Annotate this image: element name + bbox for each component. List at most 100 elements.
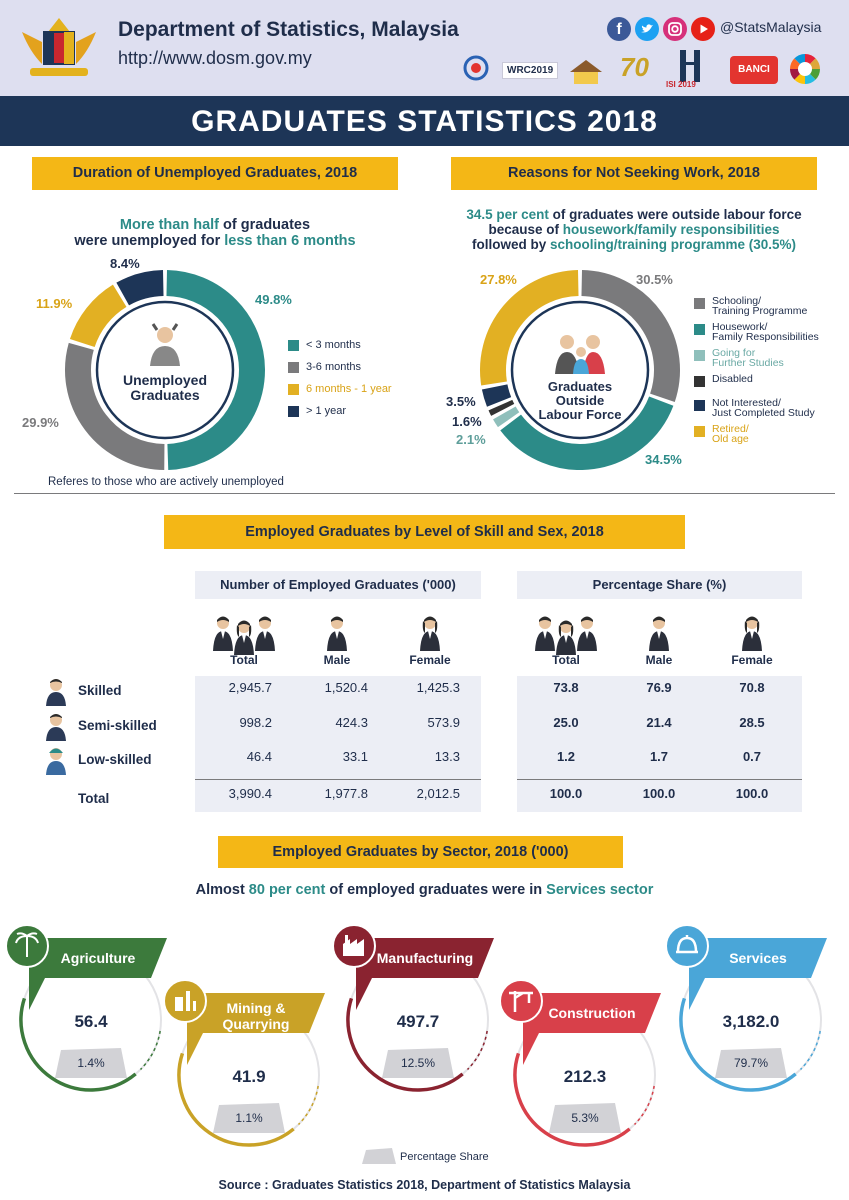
female-person-icon xyxy=(420,616,440,651)
legend-label: Not Interested/ Just Completed Study xyxy=(712,397,815,419)
donut-segment xyxy=(488,399,515,416)
sector-icon-circle xyxy=(665,924,709,968)
pct-cell: 1.2 xyxy=(556,749,576,764)
anniversary-70-logo: 70 xyxy=(620,52,649,82)
donut2-label-schooling: 30.5% xyxy=(636,272,673,287)
share-trapezoid xyxy=(213,1103,285,1133)
donut1-center-label: Unemployed Graduates xyxy=(105,373,225,403)
headline-emphasis: More than half xyxy=(119,217,220,233)
palm-tree-icon xyxy=(15,932,39,957)
sector-ribbon xyxy=(689,938,827,1010)
legend-swatch xyxy=(288,340,299,351)
sector-name: Agriculture xyxy=(60,950,136,966)
org-name: Department of Statistics, Malaysia xyxy=(118,18,459,41)
towers-logo-icon xyxy=(680,50,700,82)
center-label-line: Graduates xyxy=(547,379,613,394)
number-cell: 573.9 xyxy=(427,715,460,730)
column-header: Male xyxy=(645,653,673,667)
column-header: Total xyxy=(230,653,258,667)
donut-segment xyxy=(493,406,520,428)
number-cell: 33.1 xyxy=(342,749,368,764)
social-handle[interactable]: @StatsMalaysia xyxy=(720,19,822,35)
legend-label: 3-6 months xyxy=(306,361,362,373)
org-url[interactable]: http://www.dosm.gov.my xyxy=(118,48,312,68)
crane-icon xyxy=(509,991,533,1012)
sector-share: 79.7% xyxy=(733,1056,769,1070)
sector-ribbon xyxy=(523,993,661,1065)
pct-cell: 21.4 xyxy=(646,715,672,730)
female-person-icon xyxy=(742,616,762,651)
skill-row-label: Semi-skilled xyxy=(78,718,157,733)
legend-swatch xyxy=(694,426,705,437)
donut1-label-lt3: 49.8% xyxy=(255,292,292,307)
center-label-line: Labour Force xyxy=(538,407,622,422)
sector-ribbon xyxy=(187,993,325,1065)
pct-cell: 0.7 xyxy=(742,749,762,764)
family-group-icon xyxy=(555,335,605,374)
donut-segment xyxy=(69,284,127,348)
sector-arc xyxy=(346,997,464,1092)
donut1-label-gt1: 8.4% xyxy=(110,256,140,271)
headline-text: of graduates xyxy=(219,217,311,233)
donut2-label-not-interested: 3.5% xyxy=(446,394,476,409)
pct-cell: 76.9 xyxy=(646,680,672,695)
sector-headline: Almost 80 per cent of employed graduates… xyxy=(100,882,749,898)
worker-icon xyxy=(46,714,66,741)
pct-cell: 100.0 xyxy=(549,786,583,801)
skill-row-label: Total xyxy=(78,791,110,806)
unemployed-note: Referes to those who are actively unempl… xyxy=(48,476,284,488)
column-header: Female xyxy=(731,653,773,667)
sector-share: 1.1% xyxy=(235,1111,263,1125)
legend-swatch xyxy=(694,350,705,361)
legend-label: Schooling/ Training Programme xyxy=(712,295,808,317)
male-person-icon xyxy=(577,616,597,651)
female-person-icon xyxy=(234,620,254,655)
number-cell: 13.3 xyxy=(434,749,460,764)
pct-table-total-line xyxy=(517,779,802,780)
pct-cell: 100.0 xyxy=(735,786,769,801)
donut2-center-label: Graduates Outside Labour Force xyxy=(530,380,630,422)
wrc-logo: WRC2019 xyxy=(502,62,559,79)
number-cell: 998.2 xyxy=(239,715,272,730)
center-label-line: Unemployed xyxy=(122,372,207,388)
sector-icon-circle xyxy=(163,979,207,1023)
donut-segment xyxy=(581,270,680,402)
worker-icon xyxy=(46,748,66,775)
sector-share: 1.4% xyxy=(77,1056,105,1070)
donut2-label-further-studies: 2.1% xyxy=(456,432,486,447)
section-divider xyxy=(14,493,835,494)
pct-cell: 100.0 xyxy=(642,786,676,801)
sector-name: Services xyxy=(729,950,787,966)
headline-emphasis: Services sector xyxy=(546,882,654,898)
legend-label: Retired/ Old age xyxy=(712,423,749,445)
headline-text: of graduates were outside labour force xyxy=(548,207,802,222)
headline-emphasis: schooling/training programme (30.5%) xyxy=(549,237,797,252)
number-table-total-line xyxy=(195,779,481,780)
twitter-icon[interactable] xyxy=(635,17,659,41)
facebook-icon[interactable]: f xyxy=(607,17,631,41)
sector-arc xyxy=(19,997,137,1092)
legend-label: Housework/ Family Responsibilities xyxy=(712,321,819,343)
legend-label: 6 months - 1 year xyxy=(306,383,392,395)
sector-name: Mining & Quarrying xyxy=(222,1000,290,1032)
donut-segment xyxy=(481,384,512,407)
number-cell: 424.3 xyxy=(335,715,368,730)
youtube-icon[interactable] xyxy=(691,17,715,41)
sector-value: 56.4 xyxy=(74,1012,108,1031)
sector-legend-label: Percentage Share xyxy=(400,1151,489,1163)
donut2-label-retired: 27.8% xyxy=(480,272,517,287)
unemployed-duration-donut xyxy=(65,270,265,470)
headline-text: were unemployed for xyxy=(74,233,225,249)
sector-value: 3,182.0 xyxy=(722,1012,780,1031)
legend-label: > 1 year xyxy=(306,405,347,417)
mining-icon xyxy=(175,991,196,1011)
instagram-icon[interactable] xyxy=(663,17,687,41)
sector-arc xyxy=(513,1052,631,1147)
donut-segment xyxy=(65,342,165,470)
male-person-icon xyxy=(327,616,347,651)
isi-logo: ISI 2019 xyxy=(666,80,696,89)
share-trapezoid xyxy=(549,1103,621,1133)
share-trapezoid xyxy=(715,1048,787,1078)
male-person-icon xyxy=(213,616,233,651)
reasons-banner: Reasons for Not Seeking Work, 2018 xyxy=(451,157,817,190)
